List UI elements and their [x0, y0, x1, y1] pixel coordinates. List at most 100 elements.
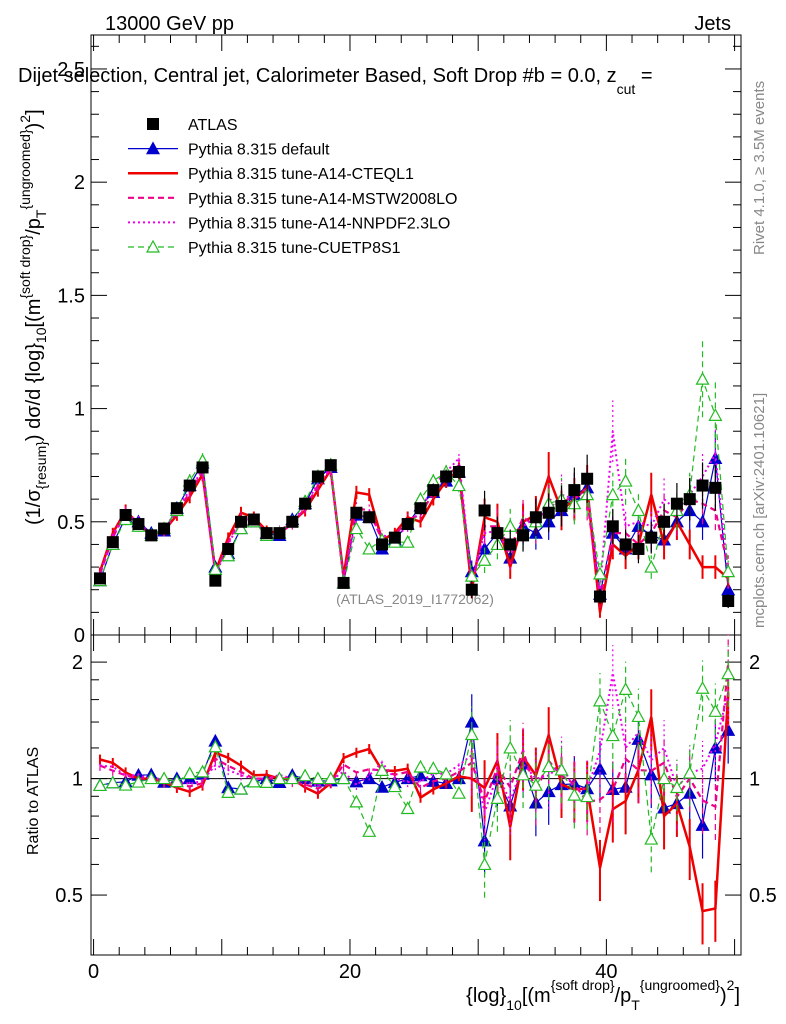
ratio-ytick-label: 1: [72, 769, 83, 791]
ratio-point: [541, 759, 556, 773]
main-point: [517, 529, 530, 542]
main-point: [158, 522, 171, 535]
legend: ATLAS Pythia 8.315 default Pythia 8.315 tu…: [128, 117, 457, 257]
plot-title-end: =: [635, 65, 652, 87]
ratio-point: [92, 778, 107, 792]
main-point: [286, 515, 299, 528]
main-point: [593, 590, 606, 603]
plot-title: Dijet selection, Central jet, Calorimete…: [18, 65, 653, 97]
ratio-point: [195, 764, 210, 778]
main-point: [376, 538, 389, 551]
main-axis-ticks: 0 0.5 1 1.5 2 2.5: [57, 45, 741, 647]
legend-marker: [147, 118, 159, 130]
main-point: [452, 465, 465, 478]
mcplots-label: mcplots.cern.ch [arXiv:2401.10621]: [751, 393, 768, 628]
main-point: [465, 583, 478, 596]
main-series-line-5: [99, 378, 729, 584]
plot-title-main: Dijet selection, Central jet, Calorimete…: [18, 65, 617, 87]
main-point: [106, 536, 119, 549]
ratio-point: [221, 785, 236, 799]
energy-label: 13000 GeV pp: [105, 13, 234, 35]
analysis-id-label: (ATLAS_2019_I1772062): [336, 591, 494, 607]
ratio-point: [669, 780, 684, 794]
main-point: [619, 538, 632, 551]
ratio-point: [349, 794, 364, 808]
ratio-point: [285, 771, 300, 785]
main-point: [222, 542, 235, 555]
ratio-point: [336, 771, 351, 785]
main-point: [605, 487, 620, 501]
ratio-point: [131, 774, 146, 788]
ratio-point: [644, 831, 659, 845]
ratio-point: [657, 771, 672, 785]
ratio-series-line-5: [99, 673, 729, 865]
main-point: [721, 564, 736, 578]
main-point: [388, 531, 401, 544]
main-point: [349, 521, 364, 535]
main-point: [132, 518, 145, 531]
main-point: [440, 470, 453, 483]
main-ytick-label: 2.5: [57, 59, 85, 81]
ratio-series-line-3: [99, 662, 730, 809]
ratio-point: [605, 728, 620, 742]
main-point: [632, 542, 645, 555]
main-point: [504, 538, 517, 551]
legend-label: Pythia 8.315 tune-A14-CTEQL1: [188, 166, 414, 183]
ratio-point: [554, 762, 569, 776]
ratio-point: [439, 766, 454, 780]
ratio-point: [567, 787, 582, 801]
legend-label: ATLAS: [188, 117, 238, 134]
main-point: [208, 562, 223, 575]
ratio-point: [451, 785, 466, 799]
main-point: [196, 461, 209, 474]
main-point: [414, 502, 427, 515]
ratio-point: [631, 709, 646, 723]
main-ytick-label: 1: [74, 399, 85, 421]
ratio-point: [362, 771, 377, 785]
ratio-point: [169, 774, 184, 788]
main-series-line-1: [99, 458, 729, 595]
main-point: [670, 497, 683, 510]
ratio-axis-ticks: 0.5 0.5 1 1 2 2: [55, 652, 777, 907]
main-point: [363, 511, 376, 524]
main-point: [311, 470, 324, 483]
ratio-point: [477, 857, 492, 871]
main-point: [696, 479, 709, 492]
main-series-line-4: [99, 431, 730, 590]
ratio-y-axis-label: Ratio to ATLAS: [25, 747, 42, 855]
main-point: [119, 509, 132, 521]
ratio-point: [375, 763, 390, 776]
ratio-ytick-label: 0.5: [55, 885, 83, 907]
legend-label: Pythia 8.315 default: [188, 142, 330, 159]
ratio-point: [490, 791, 505, 804]
main-point: [299, 497, 312, 510]
ratio-point: [721, 666, 736, 680]
main-point: [491, 527, 504, 540]
main-series-group: [92, 341, 736, 618]
ratio-point: [387, 779, 402, 793]
plot-title-sub: cut: [617, 81, 636, 97]
main-ytick-label: 0.5: [57, 512, 85, 534]
main-point: [427, 484, 440, 497]
ratio-point: [182, 766, 197, 780]
ratio-point: [105, 775, 120, 789]
xtick-label: 20: [339, 961, 361, 983]
main-point: [683, 493, 696, 506]
main-point: [145, 529, 158, 542]
legend-marker: [145, 239, 161, 253]
main-point: [542, 506, 555, 519]
ratio-point: [413, 759, 428, 773]
main-ytick-label: 1.5: [57, 285, 85, 307]
ratio-point: [323, 771, 338, 785]
ratio-plot-frame: [90, 634, 742, 956]
ratio-point: [272, 771, 287, 785]
main-point: [451, 478, 466, 492]
ratio-point: [144, 771, 159, 785]
ratio-point: [708, 704, 723, 717]
legend-label: Pythia 8.315 tune-A14-MSTW2008LO: [188, 191, 457, 208]
ratio-point: [208, 739, 223, 753]
main-point: [722, 595, 735, 608]
ratio-point: [695, 680, 710, 694]
ratio-ytick-label-right: 0.5: [749, 885, 777, 907]
